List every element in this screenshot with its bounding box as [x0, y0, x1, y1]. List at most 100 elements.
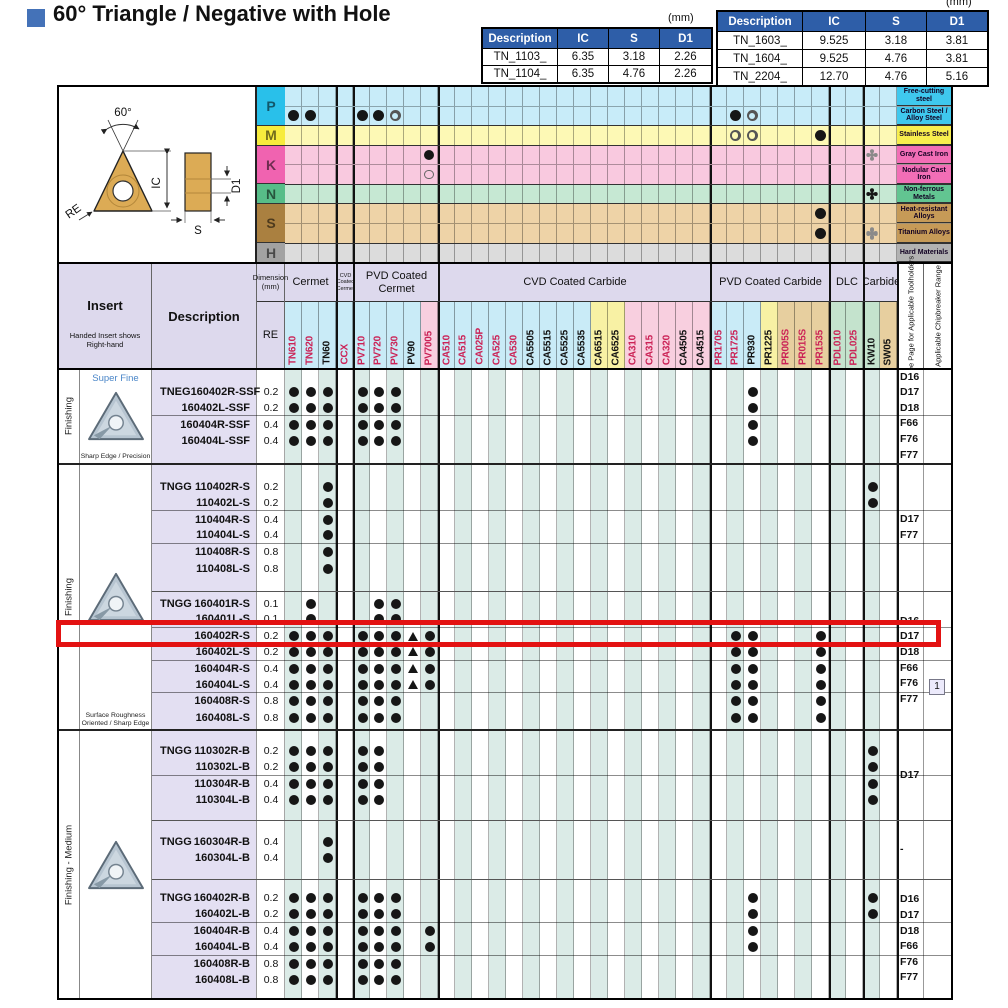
- grade-cell: [353, 893, 370, 904]
- table-row: 160408R-S 0.8: [152, 693, 951, 709]
- re-value: 0.2: [263, 892, 279, 905]
- insert-number: 110402R-S: [194, 481, 250, 494]
- mark-pac-open: [729, 129, 741, 141]
- grade-section-name: PVD Coated Carbide: [710, 264, 829, 301]
- grade-column-KW10: KW10: [863, 302, 880, 368]
- mark-dot: [747, 893, 758, 904]
- spec-cell: TN_1603_: [716, 31, 803, 50]
- mark-dot: [390, 402, 401, 413]
- diagram-drawing: 60° RE IC S D1: [64, 107, 243, 237]
- grade-code-label: PV730: [389, 335, 401, 365]
- grade-cell: [302, 712, 319, 723]
- material-grade-cell: [846, 106, 863, 126]
- re-column-bg: [257, 820, 285, 880]
- material-grade-cell: [676, 243, 693, 263]
- material-grade-cell: [489, 145, 506, 165]
- mark-dot: [305, 631, 316, 642]
- insert-number: 160402R-S: [194, 630, 250, 643]
- grade-column-bg: [353, 820, 370, 880]
- material-grade-cell: [438, 204, 455, 223]
- re-column-bg: [257, 370, 285, 463]
- grade-column-PDL025: PDL025: [846, 302, 863, 368]
- material-grade-cell: [455, 145, 472, 165]
- re-value: 0.4: [263, 940, 279, 953]
- material-grade-cell: [863, 87, 880, 106]
- grade-cell: [285, 386, 302, 397]
- grade-cell: [285, 646, 302, 657]
- table-row: TNGG 110302R-B 0.2: [152, 743, 951, 759]
- mark-dot: [322, 696, 333, 707]
- grade-cell: [319, 909, 336, 920]
- mark-dot: [357, 646, 368, 657]
- grade-cell: [302, 646, 319, 657]
- grade-cell: [353, 926, 370, 937]
- spec-cell: 2.26: [659, 65, 713, 84]
- mark-dot: [322, 497, 333, 508]
- grade-code-label: PR1535: [814, 330, 826, 365]
- mark-dot: [357, 958, 368, 969]
- grade-code-label: PR930: [746, 335, 758, 365]
- grade-column-bg: [506, 370, 523, 463]
- material-grade-cell: [642, 106, 659, 126]
- material-grade-cell: [880, 145, 897, 165]
- material-grade-cell: [608, 106, 625, 126]
- mark-dot: [390, 631, 401, 642]
- grade-cell: [744, 435, 761, 446]
- material-grade-cell: [336, 165, 353, 184]
- grade-column-bg: [540, 731, 557, 820]
- grade-cell: [319, 958, 336, 969]
- see-page-ref: D16: [900, 370, 920, 383]
- material-grade-cell: [302, 223, 319, 243]
- mark-dot: [357, 386, 368, 397]
- mark-dot: [815, 712, 826, 723]
- grade-column-CA5525: CA5525: [557, 302, 574, 368]
- mark-dot: [730, 663, 741, 674]
- grade-column-bg: [710, 464, 727, 591]
- grade-code-label: PR1705: [713, 330, 725, 365]
- grade-cell: [285, 958, 302, 969]
- mark-dot: [322, 386, 333, 397]
- grade-cell: [353, 746, 370, 757]
- insert-description-cell: TNGG 110302R-B: [152, 745, 257, 757]
- material-row: Gray Cast Iron: [285, 145, 951, 166]
- spec-col-header: D1: [659, 27, 713, 49]
- grade-column-bg: [574, 591, 591, 730]
- grade-column-bg: [778, 591, 795, 730]
- grade-column-bg: [880, 731, 897, 820]
- grade-cell: [302, 402, 319, 413]
- table-row: 160404L-S 0.4: [152, 677, 951, 694]
- grade-cell: [353, 402, 370, 413]
- material-grade-cell: [285, 204, 302, 223]
- grade-column-bg: [727, 731, 744, 820]
- table-row: 110304L-B 0.4: [152, 792, 951, 808]
- material-grade-cell: [863, 204, 880, 223]
- grade-cell: [370, 631, 387, 642]
- mark-dot: [730, 631, 741, 642]
- re-value: 0.8: [263, 957, 279, 970]
- mark-dot: [424, 149, 434, 160]
- mark-dot: [357, 435, 368, 446]
- grade-column-bg: [659, 591, 676, 730]
- material-grade-cell: [829, 126, 846, 145]
- grade-column-bg: [302, 880, 319, 998]
- iso-letter-H: H: [257, 243, 285, 263]
- grade-column-bg: [370, 820, 387, 880]
- grade-cell: [727, 712, 744, 723]
- mark-dot: [322, 663, 333, 674]
- mark-dot: [305, 926, 316, 937]
- insert-caption: Surface Roughness Oriented / Sharp Edge: [81, 711, 150, 727]
- grade-column-bg: [693, 880, 710, 998]
- material-grade-cell: [846, 165, 863, 184]
- re-column-bg: [257, 591, 285, 730]
- mark-dot: [373, 696, 384, 707]
- material-grade-cell: [336, 106, 353, 126]
- material-grade-cell: [693, 165, 710, 184]
- material-grade-cell: [761, 184, 778, 204]
- grade-column-bg: [336, 820, 353, 880]
- mark-dot: [373, 679, 384, 690]
- material-grade-cell: [625, 106, 642, 126]
- mark-dot: [288, 909, 299, 920]
- mark-dot: [288, 794, 299, 805]
- grade-column-bg: [489, 880, 506, 998]
- iso-letter-P: P: [257, 87, 285, 126]
